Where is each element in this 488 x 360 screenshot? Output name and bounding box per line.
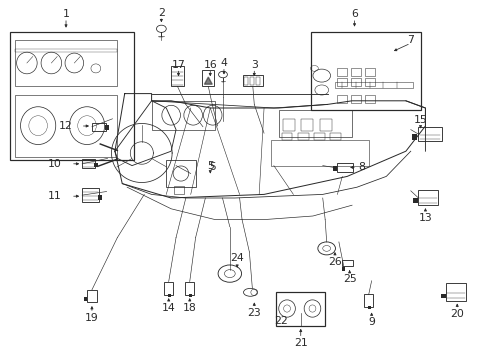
Bar [171, 66, 183, 86]
Bar [243, 75, 262, 86]
Text: 8: 8 [358, 162, 365, 172]
Bar [166, 160, 195, 187]
Bar [202, 70, 214, 86]
Text: 21: 21 [293, 338, 307, 348]
Bar [15, 40, 117, 86]
Bar [364, 95, 374, 103]
Bar [337, 68, 346, 76]
Bar [82, 159, 95, 168]
Bar [87, 290, 97, 302]
Text: 4: 4 [220, 58, 227, 68]
Bar [281, 133, 292, 140]
Bar [350, 68, 360, 76]
Bar [189, 294, 192, 297]
Text: 16: 16 [203, 60, 217, 70]
Bar [342, 267, 345, 271]
Text: 20: 20 [449, 309, 463, 319]
Bar [164, 282, 173, 295]
Bar [417, 127, 441, 141]
Bar [185, 282, 194, 295]
Bar [337, 163, 352, 172]
Bar [92, 123, 105, 131]
Text: 10: 10 [48, 159, 61, 169]
Bar [98, 195, 102, 200]
Text: 9: 9 [367, 317, 374, 327]
Bar [364, 294, 372, 307]
Bar [417, 190, 437, 205]
Bar [319, 119, 331, 131]
Bar [329, 133, 340, 140]
Bar [350, 78, 360, 86]
Text: 5: 5 [208, 162, 215, 172]
Bar [367, 306, 370, 309]
Bar [411, 134, 416, 140]
Text: 18: 18 [183, 303, 196, 313]
Bar [412, 198, 417, 203]
Text: 23: 23 [247, 308, 261, 318]
Bar [173, 186, 184, 194]
Bar [337, 78, 346, 86]
Text: 14: 14 [162, 303, 175, 313]
Text: 6: 6 [350, 9, 357, 19]
Bar [84, 297, 87, 301]
Text: 15: 15 [413, 114, 427, 125]
Bar [250, 77, 254, 85]
Bar [310, 32, 420, 110]
Text: 17: 17 [171, 60, 185, 70]
Bar [271, 140, 368, 166]
Text: 3: 3 [250, 60, 257, 70]
Bar [10, 32, 134, 160]
Text: 13: 13 [418, 213, 431, 223]
Text: 5: 5 [206, 161, 213, 171]
Bar [282, 119, 294, 131]
Bar [445, 283, 465, 301]
Bar [256, 77, 260, 85]
Text: 22: 22 [274, 316, 287, 326]
Bar [104, 125, 108, 130]
Bar [244, 77, 248, 85]
Bar [168, 294, 171, 297]
Bar [333, 166, 337, 171]
Bar [364, 68, 374, 76]
Bar [364, 78, 374, 86]
Bar [350, 95, 360, 103]
Text: 1: 1 [62, 9, 69, 19]
Bar [15, 49, 117, 52]
Bar [334, 82, 412, 88]
Bar [278, 110, 351, 137]
Bar [15, 95, 117, 157]
Bar [313, 133, 324, 140]
Bar [301, 119, 313, 131]
Bar [151, 101, 215, 130]
Bar [82, 188, 99, 202]
Text: 24: 24 [230, 253, 244, 264]
Bar [94, 163, 98, 167]
Bar [297, 133, 308, 140]
Polygon shape [204, 77, 212, 84]
Text: 25: 25 [342, 274, 356, 284]
Text: 12: 12 [59, 121, 73, 131]
Text: 2: 2 [158, 8, 164, 18]
Text: 26: 26 [327, 257, 341, 267]
Bar [342, 260, 352, 266]
Bar [337, 95, 346, 103]
Text: 11: 11 [48, 191, 61, 201]
Bar [276, 292, 325, 326]
Text: 19: 19 [85, 312, 99, 323]
Bar [440, 294, 445, 298]
Text: 7: 7 [407, 35, 413, 45]
